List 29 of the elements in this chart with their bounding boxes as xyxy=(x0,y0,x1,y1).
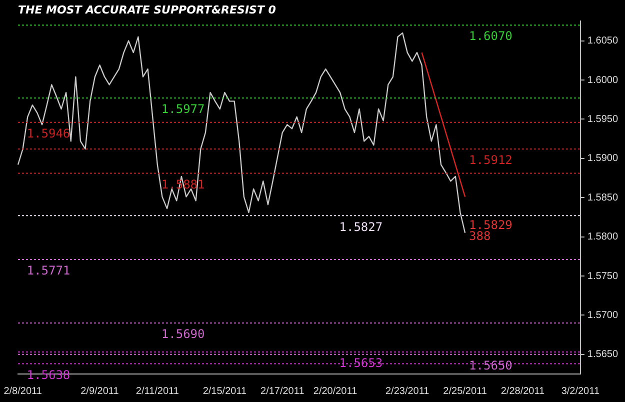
x-tick-label: 2/8/2011 xyxy=(4,386,42,397)
x-tick-label: 2/20/2011 xyxy=(313,386,358,397)
annotation: 1.5977 xyxy=(161,102,205,116)
x-tick-label: 2/17/2011 xyxy=(260,386,305,397)
annotation: 1.5946 xyxy=(26,126,70,140)
annotation: 1.5690 xyxy=(161,327,205,342)
chart-title: THE MOST ACCURATE SUPPORT&RESIST 0 xyxy=(18,3,276,16)
annotation: 1.5653 xyxy=(339,356,383,370)
annotation: 1.5827 xyxy=(339,220,383,234)
x-tick-label: 2/15/2011 xyxy=(202,386,248,397)
x-tick-label: 2/11/2011 xyxy=(136,386,180,397)
x-tick-label: 2/9/2011 xyxy=(80,386,120,397)
y-tick-label: 1.5650 xyxy=(587,349,618,360)
y-tick-label: 1.5750 xyxy=(587,270,618,282)
x-tick-label: 2/23/2011 xyxy=(385,386,430,397)
x-tick-label: 2/28/2011 xyxy=(500,386,546,397)
annotation: 1.5650 xyxy=(469,358,512,373)
x-tick-label: 3/2/2011 xyxy=(561,386,600,397)
y-tick-label: 1.5700 xyxy=(587,310,618,321)
annotation: 1.5912 xyxy=(469,153,512,168)
annotation: 1.6070 xyxy=(469,29,512,44)
annotation: 1.5771 xyxy=(26,264,70,278)
y-tick-label: 1.6050 xyxy=(587,36,618,47)
y-tick-label: 1.5950 xyxy=(587,114,618,125)
x-tick-label: 2/25/2011 xyxy=(443,386,488,397)
y-tick-label: 1.5850 xyxy=(587,192,618,204)
y-tick-label: 1.5800 xyxy=(587,232,618,243)
y-tick-label: 1.5900 xyxy=(587,153,618,164)
y-tick-label: 1.6000 xyxy=(587,74,618,86)
